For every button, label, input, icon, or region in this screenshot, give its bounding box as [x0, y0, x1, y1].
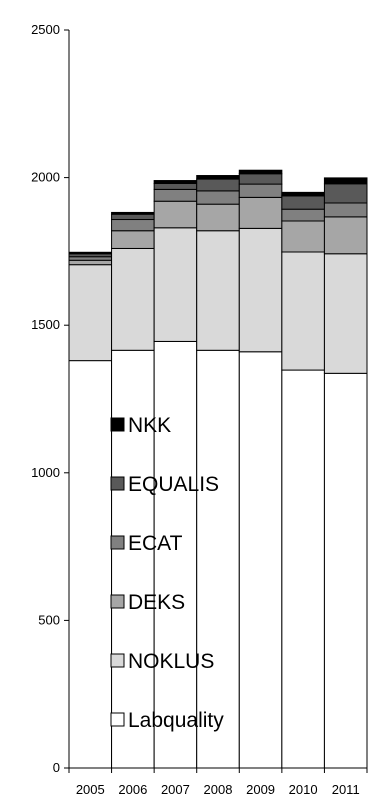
bar-ecat-2009: [238, 183, 283, 198]
bar-noklus-2005: [68, 264, 113, 362]
bar-labquality-2009: [238, 351, 283, 769]
x-tick-label-2006: 2006: [118, 782, 147, 797]
y-tick-label-1500: 1500: [31, 317, 60, 332]
bar-ecat-2010: [281, 208, 325, 222]
legend-label-ecat: ECAT: [128, 532, 183, 555]
legend-label-equalis: EQUALIS: [128, 473, 219, 496]
bar-ecat-2011: [323, 202, 368, 218]
bar-labquality-2008: [196, 349, 240, 769]
legend-swatch-equalis: [110, 476, 125, 491]
legend: NKK EQUALIS ECAT DEKS NOKLUS Labquality: [110, 414, 224, 732]
bar-ecat-2006: [111, 219, 155, 232]
bar-equalis-2010: [281, 195, 325, 210]
legend-label-noklus: NOKLUS: [128, 650, 214, 673]
bar-equalis-2006: [111, 213, 155, 221]
x-tick-label-2007: 2007: [161, 782, 190, 797]
bar-ecat-2007: [153, 188, 198, 202]
legend-label-nkk: NKK: [128, 414, 171, 437]
legend-swatch-nkk: [110, 417, 125, 432]
bar-noklus-2008: [196, 230, 240, 351]
bar-equalis-2009: [238, 173, 283, 185]
y-tick-label-1000: 1000: [31, 465, 60, 480]
bar-deks-2005: [68, 259, 113, 266]
bar-labquality-2005: [68, 360, 113, 769]
bar-nkk-2007: [153, 180, 198, 185]
bar-labquality-2011: [323, 372, 368, 769]
y-tick-label-500: 500: [38, 612, 60, 627]
bar-nkk-2010: [281, 191, 325, 197]
legend-label-deks: DEKS: [128, 591, 185, 614]
bar-labquality-2006: [111, 349, 155, 769]
bar-deks-2008: [196, 203, 240, 232]
bar-nkk-2009: [238, 169, 283, 175]
bar-nkk-2008: [196, 175, 240, 180]
legend-swatch-ecat: [110, 535, 125, 550]
legend-swatch-labquality: [110, 712, 125, 727]
x-tick-label-2009: 2009: [246, 782, 275, 797]
x-tick-label-2005: 2005: [76, 782, 105, 797]
bar-noklus-2011: [323, 253, 368, 374]
bar-nkk-2011: [323, 177, 368, 185]
bar-nkk-2006: [111, 211, 155, 215]
bar-equalis-2007: [153, 183, 198, 190]
bar-noklus-2007: [153, 227, 198, 342]
bar-noklus-2009: [238, 227, 283, 353]
y-tick-label-0: 0: [53, 760, 60, 775]
legend-label-labquality: Labquality: [128, 709, 224, 732]
bar-deks-2010: [281, 220, 325, 253]
bar-equalis-2008: [196, 178, 240, 192]
x-tick-label-2011: 2011: [332, 782, 360, 797]
bar-equalis-2011: [323, 183, 368, 204]
bar-deks-2007: [153, 200, 198, 229]
y-tick-label-2000: 2000: [31, 170, 60, 185]
x-tick-label-2010: 2010: [289, 782, 318, 797]
bar-noklus-2006: [111, 247, 155, 351]
bar-deks-2011: [323, 216, 368, 255]
legend-swatch-deks: [110, 594, 125, 609]
bar-labquality-2010: [281, 369, 325, 769]
legend-swatch-noklus: [110, 653, 125, 668]
y-tick-label-2500: 2500: [31, 22, 60, 37]
bar-nkk-2005: [68, 251, 113, 255]
bar-ecat-2005: [68, 256, 113, 261]
bar-ecat-2008: [196, 190, 240, 205]
bar-deks-2006: [111, 230, 155, 249]
plot-area: 0 500 1000 1500 2000 2500 2005 2006 2007 2008 2009…: [31, 22, 368, 797]
bar-noklus-2010: [281, 251, 325, 371]
x-tick-label-2008: 2008: [204, 782, 233, 797]
bar-deks-2009: [238, 196, 283, 229]
